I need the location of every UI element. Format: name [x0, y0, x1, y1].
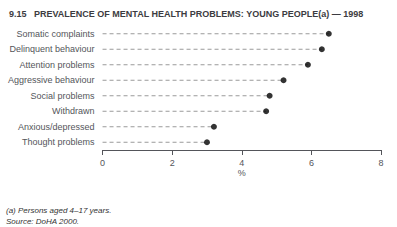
- svg-text:Withdrawn: Withdrawn: [52, 106, 95, 116]
- svg-text:9.15 PREVALENCE OF MENTAL HE: 9.15 PREVALENCE OF MENTAL HEALTH PROBLEM…: [9, 9, 363, 19]
- svg-text:Anxious/depressed: Anxious/depressed: [18, 122, 95, 132]
- svg-text:2: 2: [170, 158, 175, 168]
- svg-text:Somatic complaints: Somatic complaints: [17, 29, 96, 39]
- svg-text:Source: DoHA 2000.: Source: DoHA 2000.: [6, 217, 79, 226]
- svg-text:8: 8: [378, 158, 383, 168]
- svg-text:(a) Persons aged 4–17 years.: (a) Persons aged 4–17 years.: [6, 206, 111, 215]
- svg-text:4: 4: [239, 158, 244, 168]
- svg-text:Aggressive behaviour: Aggressive behaviour: [8, 75, 95, 85]
- svg-text:Attention problems: Attention problems: [20, 60, 96, 70]
- svg-text:Delinquent behaviour: Delinquent behaviour: [9, 44, 94, 54]
- svg-text:6: 6: [309, 158, 314, 168]
- svg-text:%: %: [238, 168, 246, 178]
- svg-text:0: 0: [100, 158, 105, 168]
- svg-text:Thought problems: Thought problems: [22, 137, 95, 147]
- svg-text:Social problems: Social problems: [31, 91, 96, 101]
